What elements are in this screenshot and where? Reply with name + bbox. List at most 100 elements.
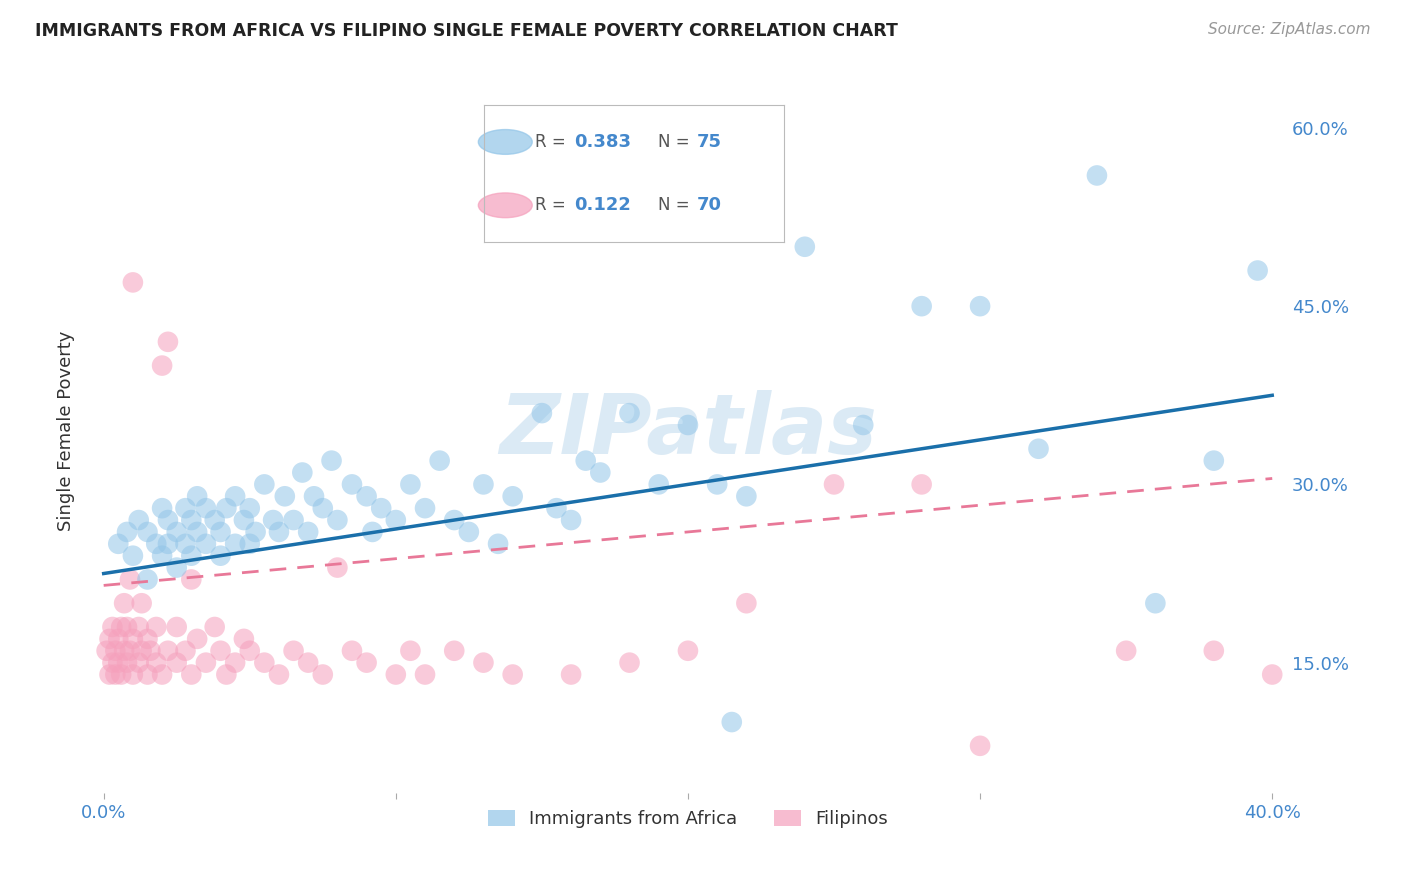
Point [174, 644, 197, 658]
Point [150, 501, 173, 516]
Point [186, 524, 208, 539]
Point [370, 501, 392, 516]
Point [122, 276, 145, 290]
Point [1261, 667, 1284, 681]
Point [911, 299, 934, 313]
Point [676, 417, 699, 432]
Point [232, 513, 254, 527]
Point [98, 667, 121, 681]
Point [253, 656, 276, 670]
Point [110, 667, 132, 681]
Point [150, 549, 173, 563]
Point [118, 644, 141, 658]
Point [326, 513, 349, 527]
Point [224, 656, 246, 670]
Point [546, 501, 568, 516]
Point [852, 417, 875, 432]
Point [156, 537, 179, 551]
Point [676, 644, 699, 658]
Point [180, 573, 202, 587]
Point [457, 524, 479, 539]
Point [361, 524, 384, 539]
Text: IMMIGRANTS FROM AFRICA VS FILIPINO SINGLE FEMALE POVERTY CORRELATION CHART: IMMIGRANTS FROM AFRICA VS FILIPINO SINGL… [35, 22, 898, 40]
Point [530, 406, 553, 420]
Point [735, 489, 758, 503]
Point [1202, 644, 1225, 658]
Point [340, 644, 363, 658]
Point [194, 501, 217, 516]
Point [1028, 442, 1050, 456]
Text: ZIPatlas: ZIPatlas [499, 391, 877, 472]
Point [96, 644, 118, 658]
Point [180, 667, 202, 681]
Point [194, 537, 217, 551]
Point [262, 513, 284, 527]
Point [575, 453, 598, 467]
Point [321, 453, 343, 467]
Point [472, 656, 495, 670]
Point [224, 489, 246, 503]
Point [502, 667, 524, 681]
Point [619, 406, 641, 420]
Point [136, 524, 159, 539]
Point [911, 477, 934, 491]
Point [186, 632, 208, 646]
Point [136, 667, 159, 681]
Point [385, 667, 408, 681]
Point [245, 524, 267, 539]
Point [1202, 453, 1225, 467]
Point [209, 549, 232, 563]
Point [128, 656, 150, 670]
Point [131, 596, 153, 610]
Point [166, 620, 188, 634]
Point [969, 299, 991, 313]
Point [118, 573, 141, 587]
Point [1085, 169, 1108, 183]
Point [969, 739, 991, 753]
Point [180, 549, 202, 563]
Point [823, 477, 845, 491]
Point [224, 537, 246, 551]
Point [136, 573, 159, 587]
Point [239, 501, 262, 516]
Y-axis label: Single Female Poverty: Single Female Poverty [58, 331, 75, 531]
Point [136, 632, 159, 646]
Point [128, 620, 150, 634]
Point [150, 667, 173, 681]
Point [107, 656, 129, 670]
Point [326, 560, 349, 574]
Point [186, 489, 208, 503]
Point [204, 620, 226, 634]
Point [253, 477, 276, 491]
Point [297, 524, 319, 539]
Point [429, 453, 451, 467]
Point [215, 667, 238, 681]
Point [399, 477, 422, 491]
Point [312, 501, 335, 516]
Point [589, 466, 612, 480]
Point [98, 632, 121, 646]
Point [128, 513, 150, 527]
Point [131, 644, 153, 658]
Text: Source: ZipAtlas.com: Source: ZipAtlas.com [1208, 22, 1371, 37]
Point [720, 714, 742, 729]
Point [291, 466, 314, 480]
Point [274, 489, 297, 503]
Point [115, 620, 138, 634]
Point [204, 513, 226, 527]
Point [156, 644, 179, 658]
Point [110, 620, 132, 634]
Point [122, 549, 145, 563]
Point [239, 644, 262, 658]
Point [209, 524, 232, 539]
Point [413, 667, 436, 681]
Point [139, 644, 162, 658]
Point [166, 560, 188, 574]
Point [283, 644, 305, 658]
Point [104, 667, 127, 681]
Point [145, 620, 167, 634]
Point [1246, 263, 1268, 277]
Point [1115, 644, 1137, 658]
Point [560, 513, 582, 527]
Point [194, 656, 217, 670]
